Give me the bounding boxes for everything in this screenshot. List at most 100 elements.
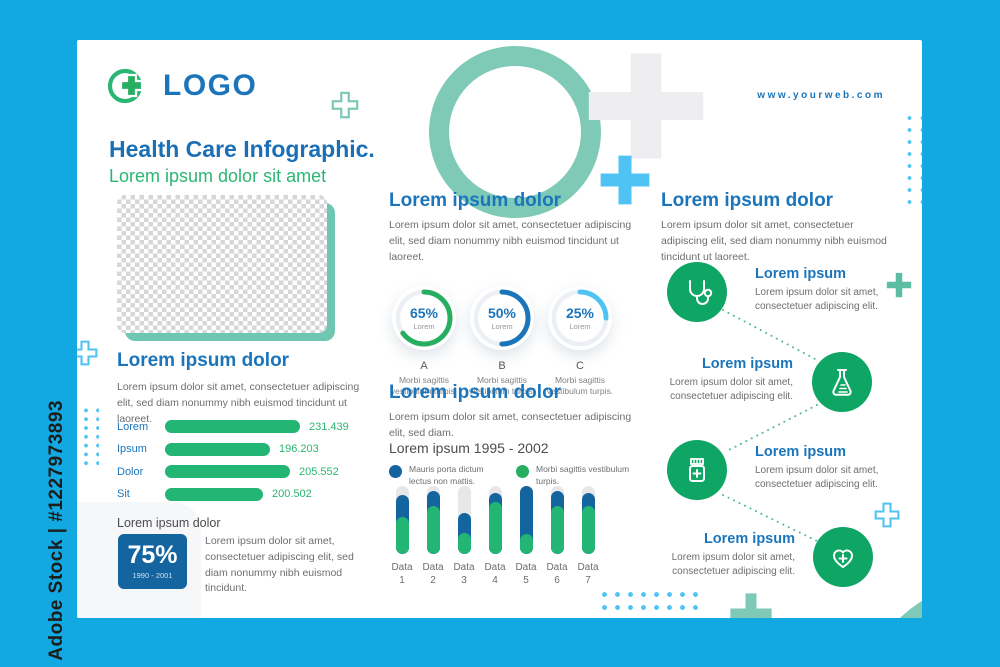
bar-category-label: Data 7 — [577, 562, 599, 586]
teal-plus-icon-right — [886, 272, 912, 298]
donut-caption: B Morbi sagittis vestibulum turpis. — [463, 360, 541, 398]
bar-chart-row: Ipsum 196.203 — [117, 442, 387, 456]
middle-section1-heading: Lorem ipsum dolor — [389, 190, 562, 211]
donut-gauge: 50% Lorem — [470, 286, 534, 350]
legend-item: Morbi sagittis vestibulum turpis. — [516, 464, 631, 488]
legend-item: Mauris porta dictum lectus non mattis. — [389, 464, 504, 488]
bar-track — [488, 486, 502, 554]
medical-cross-logo-icon — [107, 68, 144, 104]
donut-caption-text: Morbi sagittis vestibulum turpis. — [546, 375, 614, 397]
bar-value-label: 205.552 — [299, 465, 339, 478]
horizontal-bar-chart: Lorem 231.439 Ipsum 196.203 Dolor 205.552 Sit 2… — [117, 420, 387, 510]
bar — [165, 487, 263, 501]
donut-gauge: 65% Lorem — [392, 286, 456, 350]
infographic-card: LOGO Health Care Infographic. Lorem ipsu… — [77, 40, 922, 618]
stacked-bar-column: Data 2 — [418, 486, 448, 587]
donut-arc — [473, 289, 531, 347]
bar-value-label: 200.502 — [272, 488, 312, 500]
donut-arc — [551, 289, 609, 347]
bar-track — [550, 486, 564, 554]
teal-plus-outline-icon — [331, 91, 359, 119]
donut-captions: A Morbi sagittis vestibulum turpis. B Morbi… — [385, 360, 619, 398]
timeline-item-body: Lorem ipsum dolor sit amet, consectetuer… — [755, 287, 879, 312]
gray-plus-icon — [588, 53, 704, 159]
left-section-body: Lorem ipsum dolor sit amet, consectetuer… — [117, 381, 360, 425]
timeline: Lorem ipsum Lorem ipsum dolor sit amet, c… — [637, 250, 922, 615]
bar-segment-green — [457, 532, 471, 554]
right-section-body: Lorem ipsum dolor sit amet, consectetuer… — [661, 219, 887, 263]
blue-plus-outline-icon-left — [77, 340, 98, 366]
donut-center: 50% Lorem — [470, 286, 534, 350]
donut-gauge: 25% Lorem — [548, 286, 612, 350]
stacked-bar-column: Data 7 — [573, 486, 603, 587]
bar-segment-green — [395, 517, 409, 554]
timeline-icon-stethoscope — [667, 262, 727, 322]
stacked-bar-column: Data 4 — [480, 486, 510, 587]
timeline-item-text: Lorem ipsum Lorem ipsum dolor sit amet, c… — [755, 266, 920, 314]
legend-label: Mauris porta dictum lectus non mattis. — [409, 464, 484, 486]
bar-track — [581, 486, 595, 554]
bar — [165, 465, 290, 478]
bar-chart-row: Dolor 205.552 — [117, 465, 387, 478]
bar-segment-green — [550, 505, 564, 554]
middle-section2-heading: Lorem ipsum dolor — [389, 382, 562, 403]
donut-caption-letter: B — [498, 360, 506, 372]
blue-plus-icon — [600, 155, 650, 205]
bar-category-label: Data 5 — [515, 562, 537, 586]
bar-category-label: Data 1 — [391, 562, 413, 586]
bar-segment-green — [519, 533, 533, 554]
middle-section1-body: Lorem ipsum dolor sit amet, consectetuer… — [389, 219, 632, 263]
bar — [165, 420, 300, 433]
bar-value-label: 196.203 — [279, 443, 319, 455]
donut-sub-label: Lorem — [569, 321, 591, 331]
timeline-icon-flask — [812, 352, 872, 412]
timeline-item-text: Lorem ipsum Lorem ipsum dolor sit amet, c… — [755, 444, 920, 492]
bar-category-label: Data 2 — [422, 562, 444, 586]
bar — [165, 442, 270, 456]
right-section-heading: Lorem ipsum dolor — [661, 190, 834, 211]
timeline-item-body: Lorem ipsum dolor sit amet, consectetuer… — [755, 465, 879, 490]
timeline-item-text: Lorem ipsum Lorem ipsum dolor sit amet, c… — [637, 531, 795, 579]
timeline-item-title: Lorem ipsum — [755, 266, 847, 282]
stacked-bar-column: Data 6 — [542, 486, 572, 587]
logo-text: LOGO — [163, 69, 258, 102]
donut-sub-label: Lorem — [413, 321, 435, 331]
donut-caption-letter: C — [576, 360, 584, 372]
bar-category-label: Sit — [117, 488, 130, 500]
timeline-connector-lines — [722, 309, 820, 543]
left-section-heading: Lorem ipsum dolor — [117, 350, 290, 371]
donut-caption: C Morbi sagittis vestibulum turpis. — [541, 360, 619, 398]
bar-value-label: 231.439 — [309, 420, 349, 433]
bar-track — [457, 486, 471, 554]
donut-caption: A Morbi sagittis vestibulum turpis. — [385, 360, 463, 398]
timeline-item-title: Lorem ipsum — [703, 531, 795, 547]
donut-percent-label: 65% — [409, 304, 439, 321]
page-subtitle: Lorem ipsum dolor sit amet — [109, 166, 327, 186]
page-title: Health Care Infographic. — [109, 136, 375, 162]
donut-center: 25% Lorem — [548, 286, 612, 350]
timeline-item-text: Lorem ipsum Lorem ipsum dolor sit amet, c… — [637, 356, 793, 404]
donut-caption-letter: A — [420, 360, 428, 372]
bar-category-label: Data 3 — [453, 562, 475, 586]
bar-category-label: Dolor — [117, 465, 144, 478]
bar-track — [395, 486, 409, 554]
stethoscope-icon — [689, 280, 713, 305]
stat-heading: Lorem ipsum dolor — [117, 516, 221, 530]
stacked-bar-column: Data 5 — [511, 486, 541, 587]
donut-caption-text: Morbi sagittis vestibulum turpis. — [468, 375, 536, 397]
timeline-item-title: Lorem ipsum — [701, 356, 793, 372]
stat-percent: 75% — [127, 541, 178, 569]
middle-chart-subheading: Lorem ipsum 1995 - 2002 — [389, 440, 549, 456]
bar-segment-green — [426, 506, 440, 554]
donut-sub-label: Lorem — [491, 321, 513, 331]
dot-grid-bottom — [596, 586, 700, 612]
bar-category-label: Ipsum — [117, 443, 147, 455]
bar-category-label: Data 6 — [546, 562, 568, 586]
chart-legend: Mauris porta dictum lectus non mattis. Mo… — [389, 464, 631, 488]
bar-category-label: Data 4 — [484, 562, 506, 586]
donut-center: 65% Lorem — [392, 286, 456, 350]
bar-track — [519, 486, 533, 554]
timeline-item-title: Lorem ipsum — [755, 444, 847, 460]
teal-plus-icon-bottom — [730, 593, 772, 618]
donut-arc — [395, 289, 453, 347]
